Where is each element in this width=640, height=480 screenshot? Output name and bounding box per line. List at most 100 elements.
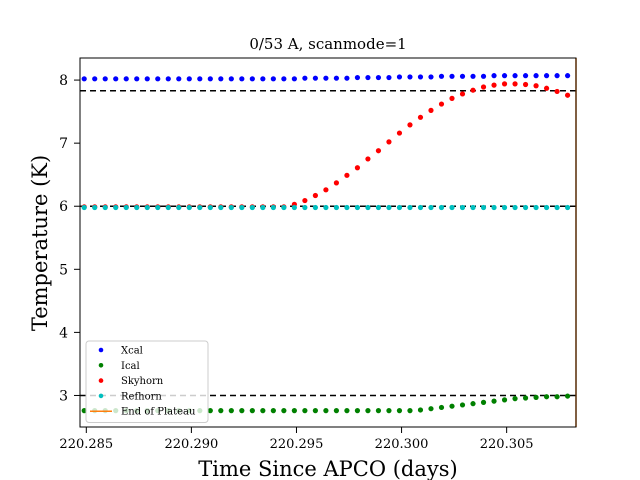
ical-point-29 bbox=[375, 408, 382, 414]
ical-point-15 bbox=[228, 408, 234, 414]
skyhorn-point-31 bbox=[396, 130, 403, 136]
refhorn-point-20 bbox=[281, 204, 287, 211]
x-tick-label-4: 220.300 bbox=[375, 437, 429, 452]
refhorn-point-41 bbox=[501, 204, 508, 211]
ical-point-20 bbox=[281, 408, 287, 414]
ical-point-28 bbox=[365, 408, 371, 414]
skyhorn-point-40 bbox=[491, 82, 497, 88]
x-tick-label-5: 220.305 bbox=[480, 437, 534, 452]
skyhorn-point-23 bbox=[312, 192, 318, 199]
refhorn-point-12 bbox=[197, 204, 203, 211]
xcal-point-4 bbox=[113, 76, 119, 82]
xcal-point-45 bbox=[543, 73, 550, 79]
legend-swatch-ical bbox=[98, 363, 104, 368]
ical-point-30 bbox=[386, 408, 392, 414]
refhorn-point-19 bbox=[270, 204, 276, 211]
legend-label-skyhorn: Skyhorn bbox=[121, 376, 164, 387]
ical-point-47 bbox=[564, 393, 571, 399]
ical-point-31 bbox=[396, 408, 403, 414]
legend: Xcal Ical Skyhorn Refhorn End of Plateau bbox=[85, 340, 209, 423]
ical-point-39 bbox=[480, 399, 487, 405]
xcal-point-39 bbox=[480, 73, 487, 79]
refhorn-point-47 bbox=[564, 204, 571, 211]
refhorn-point-40 bbox=[491, 204, 497, 211]
x-tick-label-3: 220.295 bbox=[270, 437, 324, 452]
xcal-point-23 bbox=[312, 75, 318, 81]
xcal-point-5 bbox=[123, 76, 129, 82]
xcal-point-9 bbox=[165, 76, 171, 82]
refhorn-point-31 bbox=[396, 204, 403, 211]
legend-swatch-skyhorn bbox=[98, 378, 104, 383]
y-tick-label-5: 7 bbox=[59, 136, 68, 152]
xcal-point-16 bbox=[239, 76, 245, 82]
ical-point-13 bbox=[207, 408, 213, 414]
y-tick-label-1: 3 bbox=[59, 388, 68, 404]
refhorn-point-2 bbox=[92, 204, 98, 211]
refhorn-point-4 bbox=[113, 204, 119, 211]
refhorn-point-42 bbox=[512, 204, 518, 211]
skyhorn-point-37 bbox=[459, 91, 466, 97]
skyhorn-point-26 bbox=[344, 172, 350, 178]
skyhorn-point-47 bbox=[564, 92, 571, 98]
refhorn-point-35 bbox=[438, 204, 445, 211]
xcal-point-15 bbox=[228, 76, 234, 82]
xcal-point-32 bbox=[407, 74, 413, 80]
ical-point-25 bbox=[333, 408, 340, 414]
legend-label-ical: Ical bbox=[121, 361, 140, 372]
xcal-point-19 bbox=[270, 76, 276, 82]
ical-point-38 bbox=[470, 401, 476, 407]
skyhorn-point-44 bbox=[533, 83, 539, 89]
skyhorn-point-46 bbox=[554, 88, 560, 95]
x-tick-label-1: 220.285 bbox=[59, 437, 113, 452]
refhorn-point-8 bbox=[155, 204, 161, 211]
refhorn-point-36 bbox=[449, 204, 455, 211]
xcal-point-6 bbox=[134, 76, 140, 82]
ical-point-32 bbox=[407, 408, 413, 414]
refhorn-point-32 bbox=[407, 204, 413, 211]
ical-point-46 bbox=[554, 394, 560, 400]
xcal-point-43 bbox=[522, 73, 529, 79]
skyhorn-point-32 bbox=[407, 122, 413, 128]
ical-point-14 bbox=[218, 408, 224, 414]
xcal-point-27 bbox=[354, 74, 361, 81]
ical-point-17 bbox=[249, 408, 255, 414]
refhorn-point-16 bbox=[239, 204, 245, 211]
refhorn-point-17 bbox=[249, 204, 255, 211]
ical-point-21 bbox=[291, 408, 297, 414]
ical-point-27 bbox=[354, 408, 361, 414]
ical-point-26 bbox=[344, 408, 350, 414]
xcal-point-24 bbox=[323, 75, 329, 81]
legend-label-refhorn: Refhorn bbox=[121, 391, 162, 402]
skyhorn-point-33 bbox=[417, 114, 424, 120]
refhorn-point-14 bbox=[218, 204, 224, 211]
legend-swatch-refhorn bbox=[98, 393, 104, 399]
skyhorn-point-39 bbox=[480, 84, 487, 90]
xcal-point-40 bbox=[491, 73, 497, 79]
xcal-point-46 bbox=[554, 73, 560, 79]
refhorn-point-18 bbox=[260, 204, 266, 211]
ical-point-18 bbox=[260, 408, 266, 414]
refhorn-point-9 bbox=[165, 204, 171, 211]
refhorn-point-33 bbox=[417, 204, 424, 211]
ical-point-23 bbox=[312, 408, 318, 414]
plot-area: 220.285 220.290 220.295 220.300 220.305 3 4 5 6 7… bbox=[59, 57, 577, 452]
skyhorn-point-27 bbox=[354, 165, 361, 171]
ical-point-24 bbox=[323, 408, 329, 414]
ical-point-19 bbox=[270, 408, 276, 414]
refhorn-point-29 bbox=[375, 204, 382, 211]
y-axis-label: Temperature (K) bbox=[28, 155, 52, 331]
refhorn-point-24 bbox=[323, 204, 329, 211]
y-tick-label-6: 8 bbox=[59, 73, 68, 89]
refhorn-point-6 bbox=[134, 204, 140, 211]
refhorn-point-23 bbox=[312, 204, 318, 211]
skyhorn-point-24 bbox=[323, 187, 329, 193]
ical-point-22 bbox=[302, 408, 308, 414]
skyhorn-point-25 bbox=[333, 180, 340, 186]
refhorn-point-39 bbox=[480, 204, 487, 211]
xcal-point-30 bbox=[386, 74, 392, 81]
refhorn-point-7 bbox=[144, 204, 150, 211]
skyhorn-point-41 bbox=[501, 81, 508, 87]
skyhorn-point-38 bbox=[470, 87, 476, 93]
ical-point-33 bbox=[417, 407, 424, 413]
